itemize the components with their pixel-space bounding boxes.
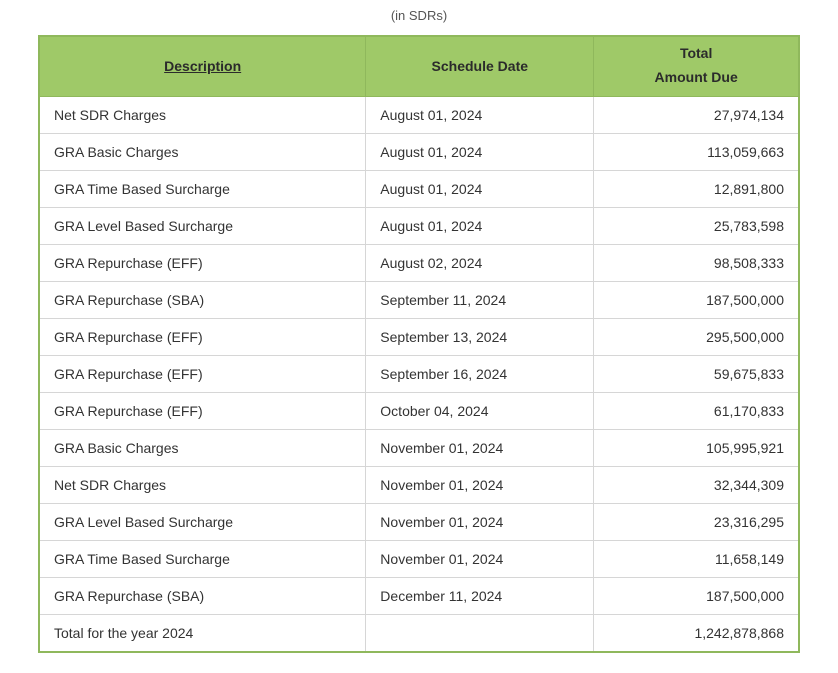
- table-row: GRA Basic ChargesAugust 01, 2024113,059,…: [39, 133, 799, 170]
- cell-description: Net SDR Charges: [39, 96, 366, 133]
- cell-description: GRA Repurchase (SBA): [39, 577, 366, 614]
- cell-date: November 01, 2024: [366, 503, 594, 540]
- table-body: Net SDR ChargesAugust 01, 202427,974,134…: [39, 96, 799, 652]
- cell-amount: 25,783,598: [594, 207, 799, 244]
- total-description: Total for the year 2024: [39, 614, 366, 652]
- cell-date: September 11, 2024: [366, 281, 594, 318]
- total-row: Total for the year 2024 1,242,878,868: [39, 614, 799, 652]
- cell-amount: 187,500,000: [594, 281, 799, 318]
- cell-description: Net SDR Charges: [39, 466, 366, 503]
- cell-description: GRA Repurchase (SBA): [39, 281, 366, 318]
- data-table: Description Schedule Date Total Amount D…: [38, 35, 800, 653]
- cell-amount: 187,500,000: [594, 577, 799, 614]
- cell-amount: 59,675,833: [594, 355, 799, 392]
- cell-date: August 01, 2024: [366, 96, 594, 133]
- table-row: Net SDR ChargesNovember 01, 202432,344,3…: [39, 466, 799, 503]
- cell-date: August 01, 2024: [366, 170, 594, 207]
- header-row: Description Schedule Date Total Amount D…: [39, 36, 799, 96]
- header-total-amount-due: Total Amount Due: [594, 36, 799, 96]
- header-total-line1: Total: [594, 42, 798, 66]
- table-row: GRA Repurchase (EFF)September 13, 202429…: [39, 318, 799, 355]
- cell-date: October 04, 2024: [366, 392, 594, 429]
- cell-date: December 11, 2024: [366, 577, 594, 614]
- cell-amount: 27,974,134: [594, 96, 799, 133]
- cell-description: GRA Level Based Surcharge: [39, 503, 366, 540]
- header-description: Description: [39, 36, 366, 96]
- cell-description: GRA Repurchase (EFF): [39, 392, 366, 429]
- table-row: Net SDR ChargesAugust 01, 202427,974,134: [39, 96, 799, 133]
- cell-description: GRA Basic Charges: [39, 429, 366, 466]
- header-total-line2: Amount Due: [594, 66, 798, 90]
- table-row: GRA Basic ChargesNovember 01, 2024105,99…: [39, 429, 799, 466]
- cell-amount: 98,508,333: [594, 244, 799, 281]
- cell-amount: 12,891,800: [594, 170, 799, 207]
- table-row: GRA Time Based SurchargeNovember 01, 202…: [39, 540, 799, 577]
- cell-date: November 01, 2024: [366, 540, 594, 577]
- cell-amount: 295,500,000: [594, 318, 799, 355]
- cell-amount: 32,344,309: [594, 466, 799, 503]
- cell-description: GRA Basic Charges: [39, 133, 366, 170]
- cell-amount: 61,170,833: [594, 392, 799, 429]
- cell-amount: 105,995,921: [594, 429, 799, 466]
- cell-description: GRA Repurchase (EFF): [39, 244, 366, 281]
- total-amount: 1,242,878,868: [594, 614, 799, 652]
- cell-description: GRA Repurchase (EFF): [39, 355, 366, 392]
- cell-date: September 16, 2024: [366, 355, 594, 392]
- cell-date: September 13, 2024: [366, 318, 594, 355]
- cell-amount: 23,316,295: [594, 503, 799, 540]
- table-container: Description Schedule Date Total Amount D…: [0, 35, 838, 673]
- table-row: GRA Level Based SurchargeNovember 01, 20…: [39, 503, 799, 540]
- table-caption: (in SDRs): [0, 0, 838, 35]
- cell-description: GRA Repurchase (EFF): [39, 318, 366, 355]
- table-row: GRA Repurchase (EFF)October 04, 202461,1…: [39, 392, 799, 429]
- cell-date: November 01, 2024: [366, 429, 594, 466]
- cell-date: August 01, 2024: [366, 207, 594, 244]
- header-schedule-date: Schedule Date: [366, 36, 594, 96]
- table-row: GRA Repurchase (SBA)September 11, 202418…: [39, 281, 799, 318]
- cell-description: GRA Level Based Surcharge: [39, 207, 366, 244]
- cell-description: GRA Time Based Surcharge: [39, 170, 366, 207]
- table-row: GRA Repurchase (EFF)August 02, 202498,50…: [39, 244, 799, 281]
- total-date: [366, 614, 594, 652]
- cell-date: August 01, 2024: [366, 133, 594, 170]
- cell-amount: 113,059,663: [594, 133, 799, 170]
- table-row: GRA Time Based SurchargeAugust 01, 20241…: [39, 170, 799, 207]
- cell-date: August 02, 2024: [366, 244, 594, 281]
- table-row: GRA Repurchase (EFF)September 16, 202459…: [39, 355, 799, 392]
- table-row: GRA Repurchase (SBA)December 11, 2024187…: [39, 577, 799, 614]
- cell-amount: 11,658,149: [594, 540, 799, 577]
- cell-description: GRA Time Based Surcharge: [39, 540, 366, 577]
- cell-date: November 01, 2024: [366, 466, 594, 503]
- table-row: GRA Level Based SurchargeAugust 01, 2024…: [39, 207, 799, 244]
